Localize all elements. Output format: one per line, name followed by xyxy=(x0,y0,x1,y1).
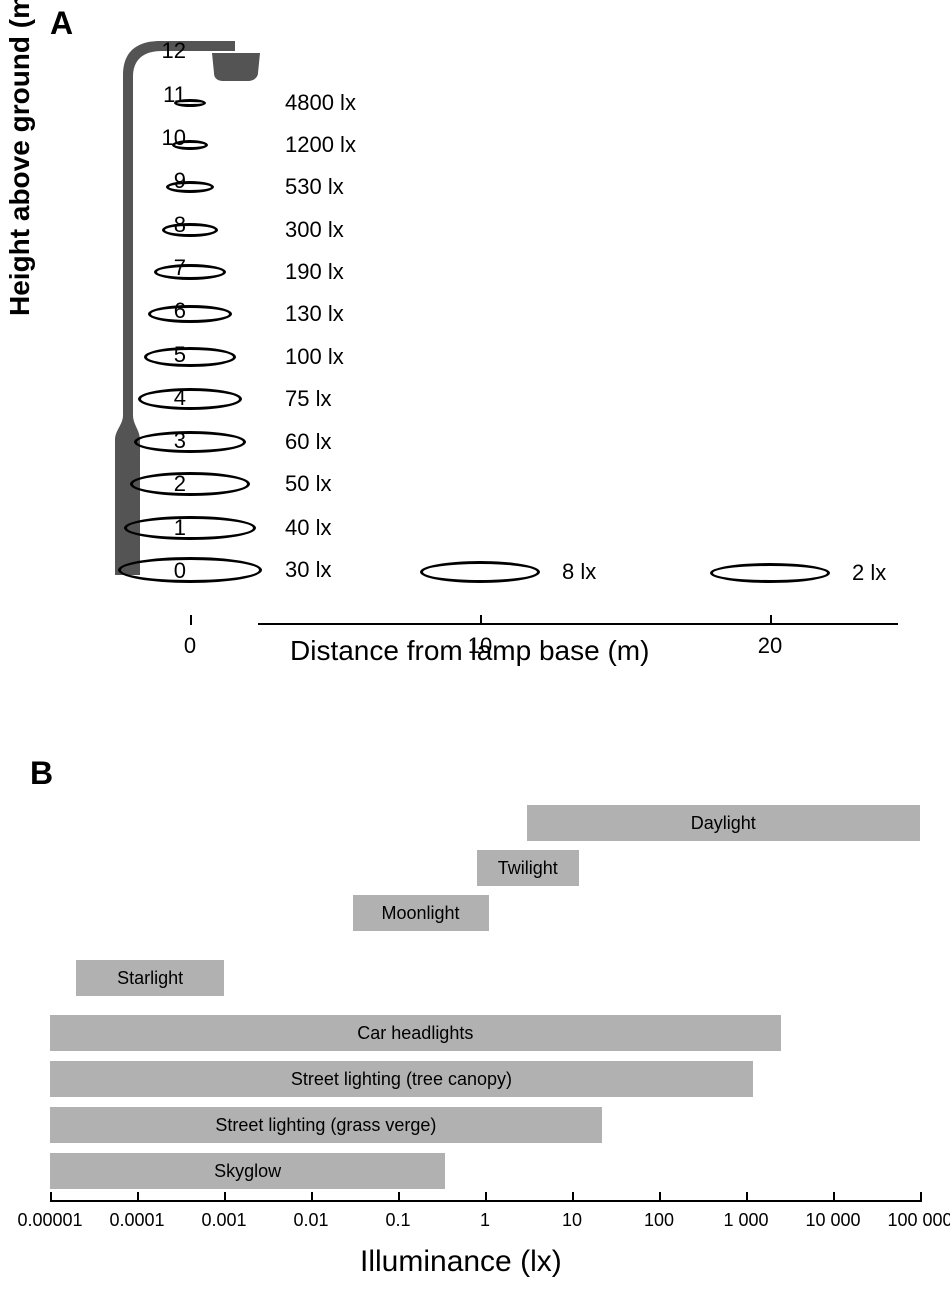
lux-row: 30 lx xyxy=(118,557,331,583)
x-tick-label: 10 000 xyxy=(805,1210,860,1231)
lux-row: 50 lx xyxy=(130,471,331,497)
lux-label: 530 lx xyxy=(285,174,344,200)
panel-a-x-axis-line xyxy=(258,623,898,625)
x-tick xyxy=(920,1192,922,1202)
lux-ellipse xyxy=(138,388,242,410)
x-tick xyxy=(137,1192,139,1202)
lux-row: 130 lx xyxy=(148,301,344,327)
lux-label: 2 lx xyxy=(852,560,886,586)
illuminance-bar: Moonlight xyxy=(353,895,489,931)
x-tick xyxy=(50,1192,52,1202)
lux-ellipse xyxy=(130,472,250,496)
lux-ellipse xyxy=(166,181,214,193)
x-tick xyxy=(833,1192,835,1202)
x-tick-label: 100 xyxy=(644,1210,674,1231)
x-tick-label: 100 000 xyxy=(887,1210,950,1231)
lux-label: 40 lx xyxy=(285,515,331,541)
lux-label: 300 lx xyxy=(285,217,344,243)
panel-a-label: A xyxy=(50,5,73,42)
lux-row: 1200 lx xyxy=(172,132,356,158)
x-tick-label: 1 xyxy=(480,1210,490,1231)
lux-row: 530 lx xyxy=(166,174,344,200)
panel-a-y-axis-label: Height above ground (m) xyxy=(4,0,36,316)
x-tick xyxy=(770,615,772,625)
x-tick xyxy=(485,1192,487,1202)
lux-ellipse xyxy=(144,347,236,367)
lux-row: 60 lx xyxy=(134,429,331,455)
panel-b-label: B xyxy=(30,755,53,792)
lux-row: 190 lx xyxy=(154,259,344,285)
panel-b: B Daylight Twilight Moonlight Starlight Car … xyxy=(30,755,930,1295)
ground-lux-row: 8 lx xyxy=(420,559,596,585)
illuminance-bar: Daylight xyxy=(527,805,920,841)
x-tick-label: 0.01 xyxy=(293,1210,328,1231)
lux-label: 1200 lx xyxy=(285,132,356,158)
lux-row: 75 lx xyxy=(138,386,331,412)
lux-row: 4800 lx xyxy=(174,90,356,116)
lux-label: 190 lx xyxy=(285,259,344,285)
x-tick xyxy=(398,1192,400,1202)
illuminance-bar: Street lighting (tree canopy) xyxy=(50,1061,753,1097)
y-tick: 12 xyxy=(152,38,186,64)
lux-ellipse xyxy=(124,516,256,540)
lux-label: 8 lx xyxy=(562,559,596,585)
x-tick xyxy=(480,615,482,625)
x-tick-label: 20 xyxy=(758,633,782,659)
illuminance-bar: Street lighting (grass verge) xyxy=(50,1107,602,1143)
panel-b-x-axis-label: Illuminance (lx) xyxy=(360,1245,562,1279)
lux-label: 60 lx xyxy=(285,429,331,455)
lux-ellipse xyxy=(172,140,208,150)
x-tick-label: 0.001 xyxy=(201,1210,246,1231)
illuminance-bar: Twilight xyxy=(477,850,579,886)
lux-row: 300 lx xyxy=(162,217,344,243)
panel-a: A Height above ground (m) 01234567891011… xyxy=(30,10,930,710)
panel-a-x-axis-label: Distance from lamp base (m) xyxy=(290,635,649,667)
illuminance-bar: Starlight xyxy=(76,960,224,996)
x-tick xyxy=(190,615,192,625)
lux-label: 4800 lx xyxy=(285,90,356,116)
panel-b-plot: Daylight Twilight Moonlight Starlight Car he… xyxy=(50,795,920,1225)
lux-label: 50 lx xyxy=(285,471,331,497)
x-tick xyxy=(311,1192,313,1202)
lux-label: 100 lx xyxy=(285,344,344,370)
lux-ellipse xyxy=(134,431,246,453)
x-tick-label: 0.0001 xyxy=(109,1210,164,1231)
panel-a-plot: 0123456789101112 4800 lx1200 lx530 lx300… xyxy=(100,50,920,630)
lux-label: 75 lx xyxy=(285,386,331,412)
lux-row: 40 lx xyxy=(124,515,331,541)
x-tick xyxy=(659,1192,661,1202)
x-tick-label: 0.00001 xyxy=(17,1210,82,1231)
lux-ellipse xyxy=(118,557,262,583)
x-tick xyxy=(224,1192,226,1202)
lux-row: 100 lx xyxy=(144,344,344,370)
ground-lux-row: 2 lx xyxy=(710,560,886,586)
panel-a-x-axis: 01020 xyxy=(258,623,898,624)
lux-ellipse xyxy=(148,305,232,323)
lux-ellipse xyxy=(710,563,830,583)
illuminance-bar: Skyglow xyxy=(50,1153,445,1189)
x-tick xyxy=(572,1192,574,1202)
lux-ellipse xyxy=(162,223,218,237)
x-tick-label: 0 xyxy=(184,633,196,659)
x-tick-label: 0.1 xyxy=(385,1210,410,1231)
x-tick-label: 10 xyxy=(562,1210,582,1231)
lux-ellipse xyxy=(420,561,540,583)
lux-ellipse xyxy=(174,99,206,107)
lux-label: 30 lx xyxy=(285,557,331,583)
x-tick-label: 1 000 xyxy=(723,1210,768,1231)
illuminance-bar: Car headlights xyxy=(50,1015,781,1051)
lux-label: 130 lx xyxy=(285,301,344,327)
lux-ellipse xyxy=(154,264,226,280)
x-tick xyxy=(746,1192,748,1202)
